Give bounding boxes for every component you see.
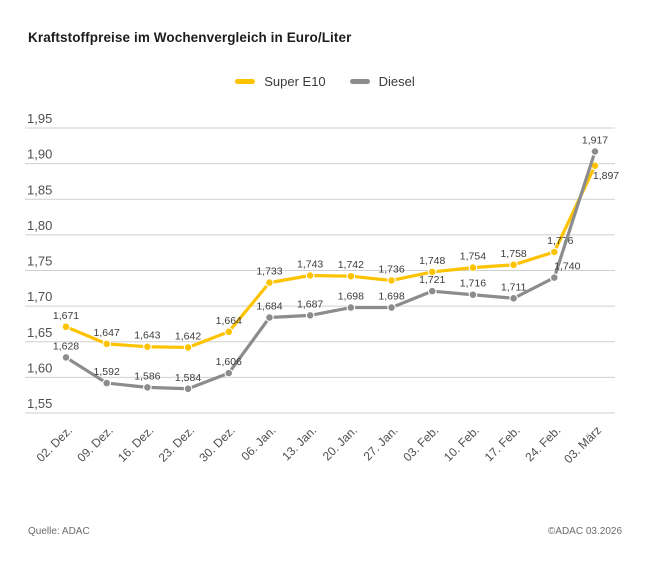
data-point bbox=[265, 313, 274, 322]
data-point-label: 1,586 bbox=[134, 370, 160, 382]
legend-item-super-e10: Super E10 bbox=[235, 74, 326, 89]
data-point-label: 1,711 bbox=[501, 281, 527, 293]
series-line-super-e10 bbox=[64, 164, 597, 350]
data-point bbox=[143, 342, 152, 352]
x-axis-tick-label: 03. Feb. bbox=[400, 423, 441, 464]
data-point bbox=[468, 290, 478, 300]
y-axis-tick-label: 1,70 bbox=[27, 289, 52, 304]
data-point bbox=[387, 276, 396, 285]
data-point bbox=[590, 147, 600, 156]
x-axis-tick-label: 02. Dez. bbox=[34, 423, 76, 465]
chart-title: Kraftstoffpreise im Wochenvergleich in E… bbox=[28, 30, 352, 45]
data-point bbox=[183, 384, 193, 394]
legend-label-super-e10: Super E10 bbox=[264, 74, 326, 89]
data-point-label: 1,628 bbox=[53, 340, 79, 352]
x-axis-tick-label: 17. Feb. bbox=[482, 423, 523, 464]
data-point-label: 1,736 bbox=[378, 263, 404, 275]
data-point-label: 1,698 bbox=[378, 291, 404, 303]
diesel-line-swatch-icon bbox=[349, 79, 370, 84]
super-e10-line-swatch-icon bbox=[235, 79, 256, 84]
x-axis-tick-label: 27. Jan. bbox=[361, 423, 401, 463]
data-point-label: 1,671 bbox=[53, 310, 79, 322]
data-point-label: 1,721 bbox=[419, 274, 445, 286]
y-axis-tick-label: 1,65 bbox=[27, 325, 52, 340]
copyright-note: ©ADAC 03.2026 bbox=[547, 526, 622, 537]
x-axis-tick-label: 23. Dez. bbox=[156, 423, 198, 465]
data-point-label: 1,687 bbox=[297, 298, 323, 310]
data-point-label: 1,664 bbox=[216, 315, 242, 327]
x-axis-tick-label: 03. März bbox=[561, 423, 604, 466]
data-point-label: 1,684 bbox=[256, 301, 282, 313]
data-point bbox=[102, 339, 112, 349]
data-point-label: 1,740 bbox=[554, 261, 580, 273]
data-point-label: 1,647 bbox=[94, 327, 120, 339]
data-point bbox=[549, 247, 559, 257]
data-point-label: 1,917 bbox=[582, 135, 608, 147]
data-point-label: 1,716 bbox=[460, 278, 486, 290]
data-point-label: 1,897 bbox=[593, 170, 619, 182]
data-point-label: 1,606 bbox=[216, 356, 242, 368]
y-axis-tick-label: 1,75 bbox=[27, 254, 52, 269]
data-point-label: 1,584 bbox=[175, 372, 201, 384]
y-axis-tick-label: 1,90 bbox=[27, 147, 52, 162]
data-point bbox=[61, 353, 71, 362]
data-point-label: 1,776 bbox=[547, 235, 573, 247]
data-point bbox=[346, 271, 356, 281]
data-point bbox=[468, 263, 478, 273]
x-axis-tick-label: 13. Jan. bbox=[279, 423, 319, 463]
x-axis-tick-label: 24. Feb. bbox=[522, 423, 563, 464]
source-note: Quelle: ADAC bbox=[28, 526, 90, 537]
data-point-label: 1,743 bbox=[297, 258, 323, 270]
data-point-label: 1,642 bbox=[175, 330, 201, 342]
data-point-label: 1,748 bbox=[419, 255, 445, 267]
data-point-label: 1,754 bbox=[460, 251, 486, 263]
legend-label-diesel: Diesel bbox=[378, 74, 415, 89]
x-axis-tick-label: 10. Feb. bbox=[441, 423, 482, 464]
chart-legend: Super E10 Diesel bbox=[0, 74, 650, 89]
legend-item-diesel: Diesel bbox=[349, 74, 415, 89]
y-axis-tick-label: 1,95 bbox=[27, 111, 52, 126]
data-point bbox=[509, 293, 518, 303]
data-point bbox=[387, 303, 396, 312]
x-axis-tick-label: 20. Jan. bbox=[320, 423, 360, 463]
data-point-label: 1,698 bbox=[338, 291, 364, 303]
data-point bbox=[305, 271, 315, 280]
data-point bbox=[305, 311, 315, 320]
data-point-label: 1,742 bbox=[338, 259, 364, 271]
data-point bbox=[427, 286, 437, 296]
series-line-diesel bbox=[64, 149, 597, 391]
x-axis-tick-label: 06. Jan. bbox=[238, 423, 278, 463]
data-point bbox=[183, 343, 193, 352]
data-point bbox=[509, 260, 518, 270]
data-point bbox=[61, 322, 71, 332]
data-point bbox=[265, 278, 274, 287]
x-axis-tick-label: 09. Dez. bbox=[74, 423, 116, 465]
data-point-label: 1,758 bbox=[500, 248, 526, 260]
y-axis-tick-label: 1,60 bbox=[27, 360, 52, 375]
y-axis-tick-label: 1,55 bbox=[27, 396, 52, 411]
x-axis-tick-label: 30. Dez. bbox=[196, 423, 238, 465]
data-point bbox=[143, 383, 152, 392]
y-axis-tick-label: 1,85 bbox=[27, 182, 52, 197]
data-point bbox=[224, 327, 234, 337]
data-point bbox=[102, 378, 112, 388]
data-point bbox=[346, 303, 356, 312]
y-axis-tick-label: 1,80 bbox=[27, 218, 52, 233]
data-point-label: 1,733 bbox=[256, 266, 282, 278]
data-point bbox=[549, 273, 559, 282]
x-axis-tick-label: 16. Dez. bbox=[115, 423, 157, 465]
data-point bbox=[224, 368, 234, 378]
data-point-label: 1,592 bbox=[94, 366, 120, 378]
data-point-label: 1,643 bbox=[134, 330, 160, 342]
data-point bbox=[427, 267, 437, 277]
